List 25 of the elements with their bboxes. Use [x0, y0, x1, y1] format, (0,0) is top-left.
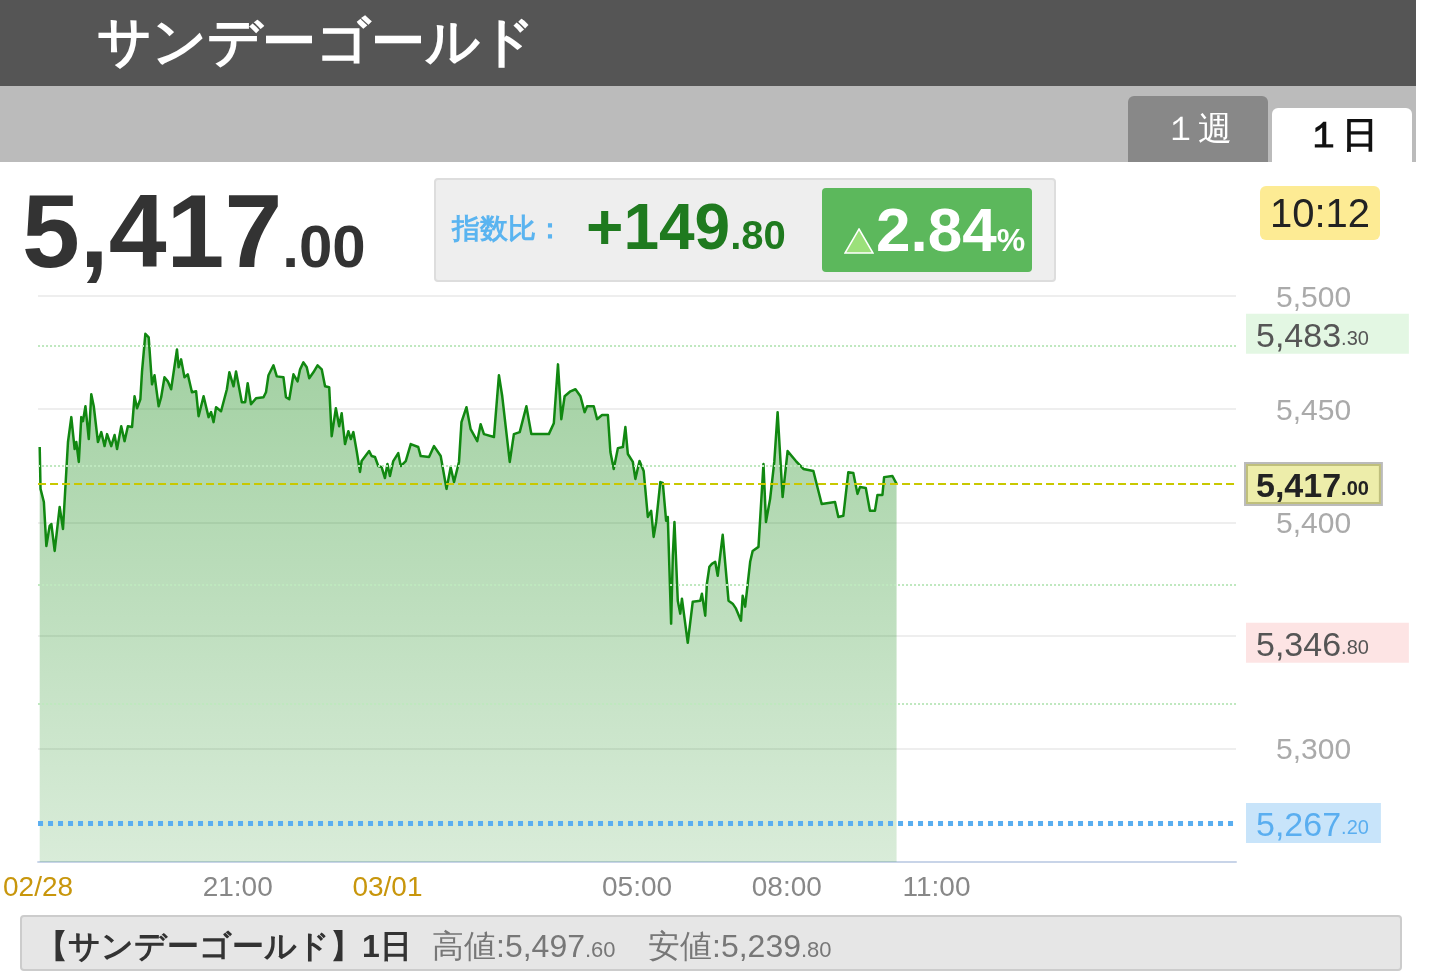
- ref-line-label: 5,267.20: [1256, 805, 1369, 844]
- text: 指数比：: [452, 212, 564, 246]
- text: 5,417.00: [22, 173, 366, 289]
- text: 【サンデーゴールド】1日: [36, 927, 412, 966]
- text: 5,346.80: [1256, 624, 1369, 663]
- text: +149.80: [586, 191, 786, 263]
- chart-title: サンデーゴールド: [97, 10, 535, 73]
- text: 5,483.30: [1256, 315, 1369, 354]
- text: 2.84%: [876, 195, 1026, 264]
- text: 高値:5,497.60: [432, 928, 616, 964]
- y-tick-label: 5,500: [1276, 279, 1352, 313]
- ref-line-label: 5,417.00: [1256, 465, 1369, 504]
- y-tick-label: 5,450: [1276, 392, 1352, 426]
- text: １日: [1272, 108, 1412, 162]
- x-tick-label: 21:00: [202, 870, 273, 902]
- x-tick-label: 03/01: [352, 870, 423, 902]
- y-tick-label: 5,400: [1276, 505, 1352, 539]
- text: 安値:5,239.80: [648, 928, 832, 964]
- x-tick-label: 02/28: [3, 870, 74, 902]
- x-tick-label: 08:00: [751, 870, 822, 902]
- x-tick-label: 05:00: [601, 870, 673, 902]
- text: 10:12: [1260, 186, 1380, 240]
- x-tick-label: 11:00: [902, 870, 971, 902]
- text: １週: [1128, 96, 1268, 162]
- y-tick-label: 5,300: [1276, 732, 1352, 766]
